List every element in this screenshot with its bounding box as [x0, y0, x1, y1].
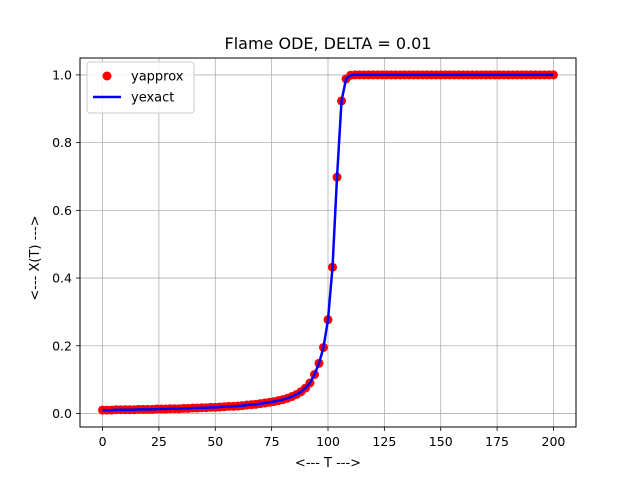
- legend-label-yexact: yexact: [131, 91, 174, 106]
- x-tick-label: 175: [485, 434, 509, 449]
- ticks: 0 25 50 75 100 125 150 175 200 0.0 0.2 0.4 0.6 0.8 1.0: [52, 67, 565, 449]
- y-axis-label: <--- X(T) --->: [28, 215, 43, 300]
- legend-label-yapprox: yapprox: [131, 70, 184, 85]
- x-tick-label: 150: [429, 434, 453, 449]
- grid: [80, 58, 576, 427]
- y-tick-label: 1.0: [52, 67, 72, 82]
- x-tick-label: 125: [372, 434, 396, 449]
- x-tick-label: 200: [542, 434, 566, 449]
- legend: yapprox yexact: [86, 61, 195, 114]
- y-tick-label: 0.6: [52, 203, 72, 218]
- x-tick-label: 50: [207, 434, 223, 449]
- x-tick-label: 0: [99, 434, 107, 449]
- y-tick-label: 0.0: [52, 406, 72, 421]
- legend-box: [86, 61, 195, 114]
- chart-title: Flame ODE, DELTA = 0.01: [225, 34, 432, 53]
- x-tick-label: 100: [316, 434, 340, 449]
- data-point-yapprox: [548, 70, 558, 80]
- legend-marker-yapprox: [102, 71, 112, 81]
- x-tick-label: 75: [264, 434, 280, 449]
- series-layer: [98, 70, 558, 415]
- series-line-yexact: [102, 73, 554, 412]
- y-tick-label: 0.4: [52, 271, 72, 286]
- x-axis-label: <--- T --->: [295, 456, 361, 471]
- y-tick-label: 0.8: [52, 135, 72, 150]
- x-tick-label: 25: [151, 434, 167, 449]
- y-tick-label: 0.2: [52, 338, 72, 353]
